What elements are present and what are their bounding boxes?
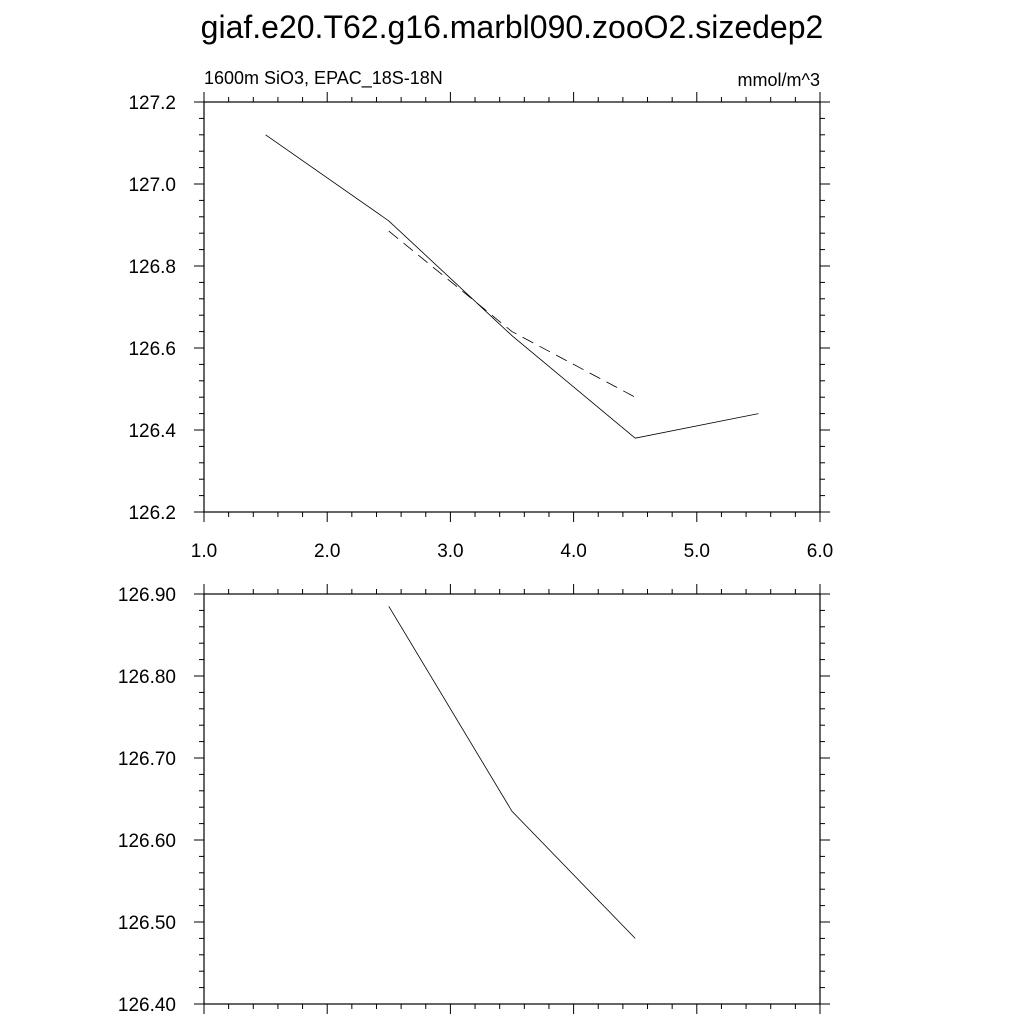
y-tick-label: 126.50 (118, 913, 176, 934)
top-panel-units: mmol/m^3 (738, 70, 820, 90)
plot-frame (203, 101, 821, 513)
y-tick-label: 126.60 (118, 831, 176, 852)
top-panel: 1600m SiO3, EPAC_18S-18N mmol/m^3 1.0 2.0… (128, 68, 833, 562)
bottom-panel: 126.40 126.50 126.60 126.70 126.80 126.90 (118, 584, 830, 1016)
x-tick-label: 1.0 (191, 541, 217, 562)
solid-series-line (388, 606, 636, 939)
y-tick-label: 126.80 (118, 667, 176, 688)
x-tick-label: 6.0 (807, 541, 833, 562)
top-panel-subtitle-left: 1600m SiO3, EPAC_18S-18N (204, 68, 443, 89)
y-tick-label: 127.2 (128, 93, 176, 114)
x-tick-label: 2.0 (314, 541, 340, 562)
y-tick-label: 126.70 (118, 749, 176, 770)
y-tick-label: 126.4 (128, 421, 176, 442)
y-tick-label: 126.40 (118, 995, 176, 1016)
y-tick-label: 126.90 (118, 585, 176, 606)
y-tick-label: 126.6 (128, 339, 176, 360)
x-tick-label: 3.0 (437, 541, 463, 562)
dashed-series-line (388, 230, 636, 398)
plot-frame (203, 593, 821, 1005)
chart-title: giaf.e20.T62.g16.marbl090.zooO2.sizedep2 (201, 9, 824, 45)
y-tick-label: 126.8 (128, 257, 176, 278)
solid-series-line (265, 134, 759, 439)
y-tick-label: 127.0 (128, 175, 176, 196)
y-tick-label: 126.2 (128, 503, 176, 524)
x-tick-label: 5.0 (684, 541, 710, 562)
x-tick-label: 4.0 (560, 541, 586, 562)
